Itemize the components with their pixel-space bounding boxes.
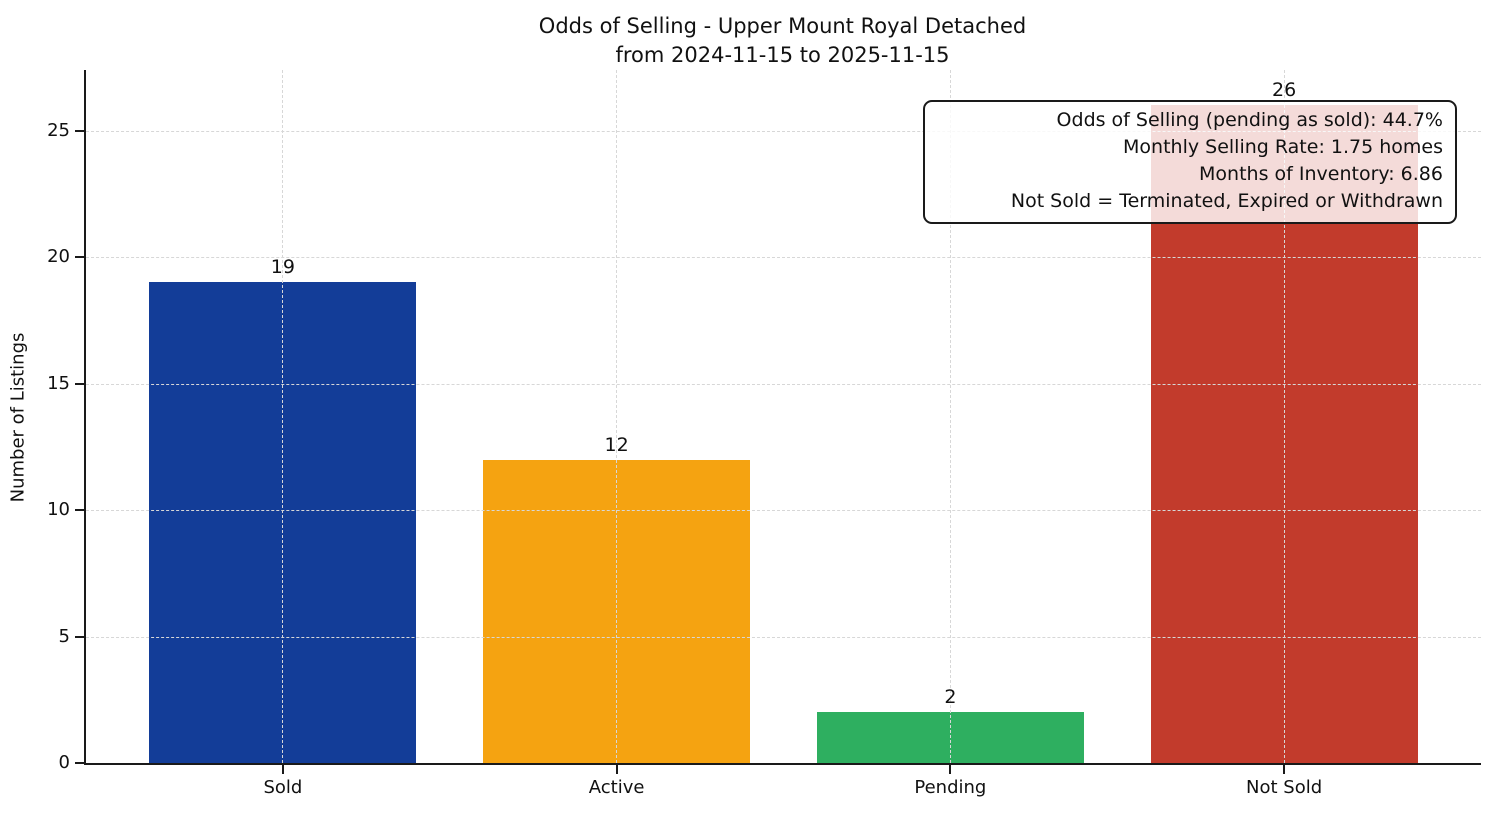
x-tick-label: Sold (263, 777, 303, 798)
bar-active (483, 459, 751, 763)
y-tick-label: 25 (47, 119, 70, 141)
x-axis-tick (949, 765, 952, 774)
y-axis-tick (75, 509, 84, 512)
x-axis-tick (281, 765, 284, 774)
y-axis-tick (75, 635, 84, 638)
y-axis-tick (75, 762, 84, 764)
y-tick-label: 5 (58, 625, 70, 647)
y-axis-tick (75, 129, 84, 132)
bar-value-label: 26 (1272, 79, 1297, 102)
y-tick-label: 20 (47, 246, 70, 268)
plot-area: 0 5 10 15 20 25 19 Sold 12 Active 2 Pending 26 Not So… (47, 70, 1481, 798)
annotation-line: Not Sold = Terminated, Expired or Withdr… (1010, 190, 1443, 212)
y-tick-label: 15 (47, 372, 70, 394)
bar-value-label: 2 (944, 686, 957, 709)
chart-title-line1: Odds of Selling - Upper Mount Royal Deta… (538, 14, 1027, 38)
y-axis-tick (75, 256, 84, 259)
annotation-box: Odds of Selling (pending as sold): 44.7%… (923, 100, 1457, 224)
x-axis-tick (1283, 765, 1286, 774)
y-tick-label: 0 (58, 752, 70, 773)
x-tick-label: Pending (914, 777, 987, 798)
bar-value-label: 19 (270, 256, 295, 279)
bar-value-label: 12 (604, 433, 629, 456)
x-tick-label: Active (588, 777, 645, 798)
annotation-line: Odds of Selling (pending as sold): 44.7% (1056, 109, 1443, 131)
chart-title: Odds of Selling - Upper Mount Royal Deta… (84, 12, 1481, 70)
x-axis-tick (615, 765, 618, 774)
y-tick-label: 10 (47, 499, 70, 521)
x-tick-label: Not Sold (1246, 777, 1323, 798)
annotation-line: Monthly Selling Rate: 1.75 homes (1123, 136, 1443, 158)
y-axis-label: Number of Listings (7, 332, 29, 503)
bar-pending (816, 712, 1084, 763)
y-axis-label-container: Number of Listings (6, 70, 30, 765)
annotation-line: Months of Inventory: 6.86 (1199, 163, 1443, 185)
bar-sold (149, 282, 417, 763)
y-axis-tick (75, 382, 84, 385)
chart-title-line2: from 2024-11-15 to 2025-11-15 (615, 43, 950, 67)
